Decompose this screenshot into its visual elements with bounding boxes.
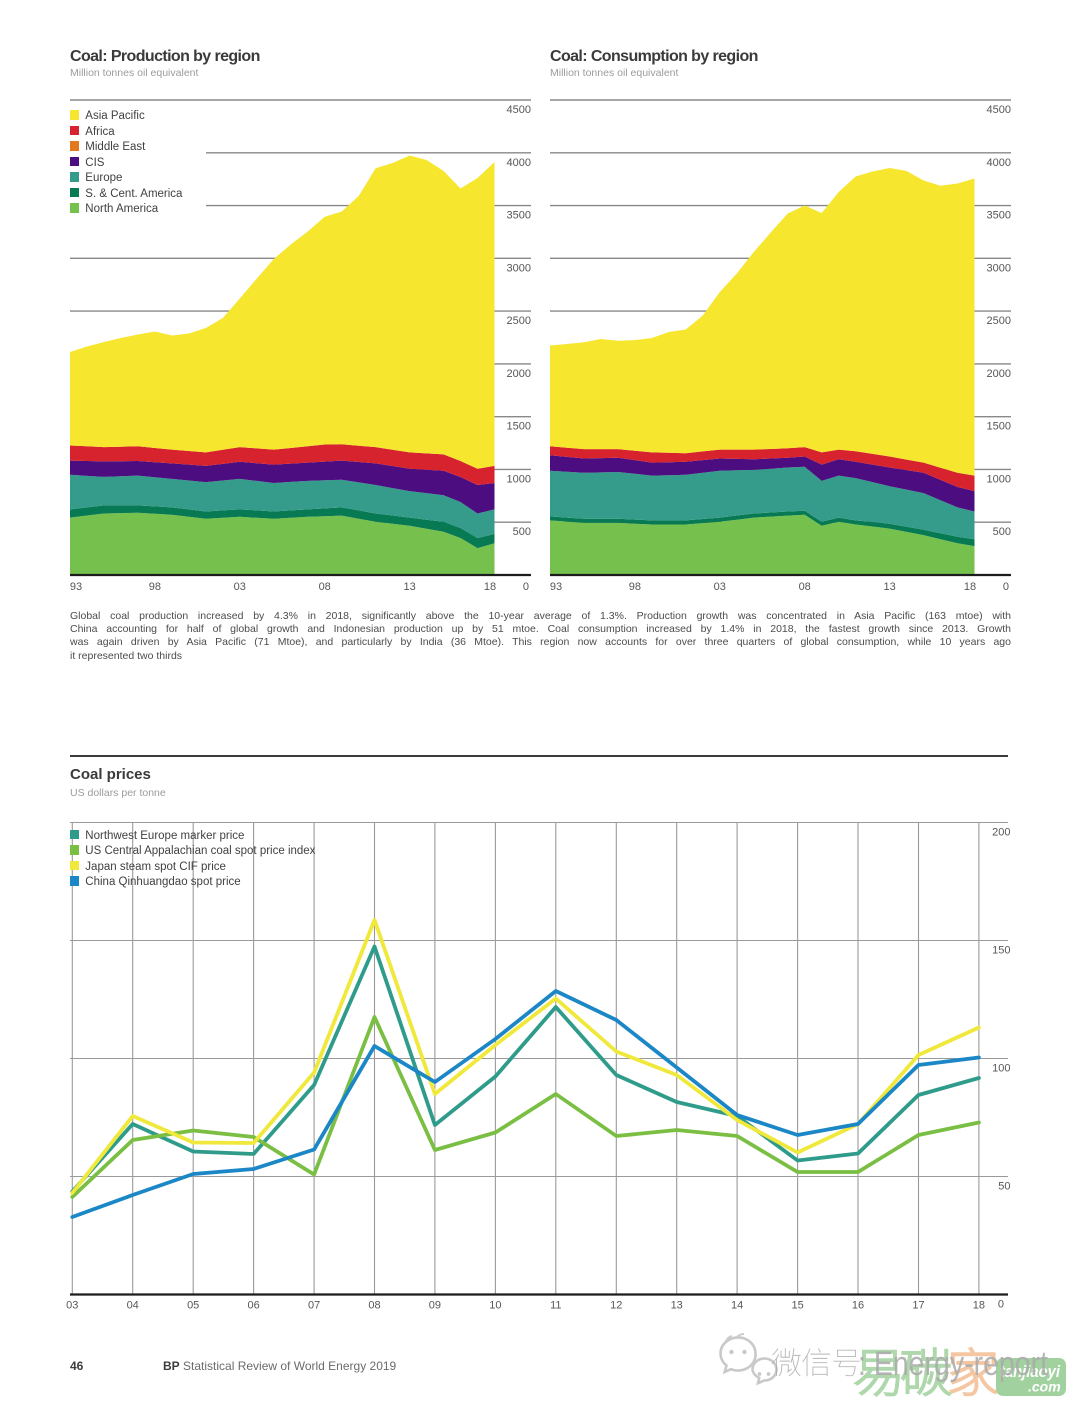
svg-text:3500: 3500: [507, 210, 531, 222]
svg-text:09: 09: [429, 1300, 441, 1312]
svg-text:100: 100: [992, 1063, 1010, 1075]
svg-text:03: 03: [714, 581, 726, 593]
svg-text:18: 18: [964, 581, 976, 593]
svg-text:13: 13: [671, 1300, 683, 1312]
svg-text:18: 18: [484, 581, 496, 593]
svg-text:04: 04: [127, 1300, 139, 1312]
svg-text:13: 13: [403, 581, 415, 593]
svg-text:0: 0: [998, 1299, 1004, 1311]
svg-text:05: 05: [187, 1300, 199, 1312]
svg-text:0: 0: [1003, 581, 1009, 593]
svg-text:0: 0: [523, 581, 529, 593]
svg-text:08: 08: [319, 581, 331, 593]
svg-text:16: 16: [852, 1300, 864, 1312]
svg-text:4500: 4500: [987, 104, 1011, 116]
svg-text:1500: 1500: [507, 421, 531, 433]
svg-text:3500: 3500: [987, 210, 1011, 222]
svg-text:1500: 1500: [987, 421, 1011, 433]
svg-text:2500: 2500: [987, 315, 1011, 327]
svg-text:17: 17: [912, 1300, 924, 1312]
svg-text:18: 18: [973, 1300, 985, 1312]
svg-text:3000: 3000: [987, 262, 1011, 274]
svg-text:4000: 4000: [987, 157, 1011, 169]
svg-text:15: 15: [791, 1300, 803, 1312]
svg-text:2000: 2000: [987, 368, 1011, 380]
svg-text:1000: 1000: [507, 473, 531, 485]
svg-text:12: 12: [610, 1300, 622, 1312]
svg-text:98: 98: [629, 581, 641, 593]
svg-text:2500: 2500: [507, 315, 531, 327]
svg-text:.com: .com: [1028, 1379, 1061, 1395]
svg-text:93: 93: [550, 581, 562, 593]
svg-text:08: 08: [368, 1300, 380, 1312]
svg-text:11: 11: [550, 1300, 561, 1312]
svg-text:3000: 3000: [507, 262, 531, 274]
svg-text:98: 98: [149, 581, 161, 593]
svg-text:4000: 4000: [507, 157, 531, 169]
svg-text:13: 13: [883, 581, 895, 593]
svg-text:03: 03: [234, 581, 246, 593]
svg-text:50: 50: [998, 1181, 1010, 1193]
svg-text:14: 14: [731, 1300, 743, 1312]
svg-text:93: 93: [70, 581, 82, 593]
svg-text:150: 150: [992, 945, 1010, 957]
svg-text:4500: 4500: [507, 104, 531, 116]
svg-text:07: 07: [308, 1300, 320, 1312]
svg-text:06: 06: [247, 1300, 259, 1312]
svg-text:2000: 2000: [507, 368, 531, 380]
svg-text:200: 200: [992, 827, 1010, 839]
svg-text:: Energy-report: : Energy-report: [858, 1345, 1048, 1383]
svg-text:08: 08: [799, 581, 811, 593]
svg-text:1000: 1000: [987, 473, 1011, 485]
svg-text:tanjiaoyi: tanjiaoyi: [1000, 1362, 1061, 1381]
svg-text:500: 500: [513, 526, 531, 538]
svg-text:03: 03: [66, 1300, 78, 1312]
svg-text:500: 500: [993, 526, 1011, 538]
svg-text:10: 10: [489, 1300, 501, 1312]
